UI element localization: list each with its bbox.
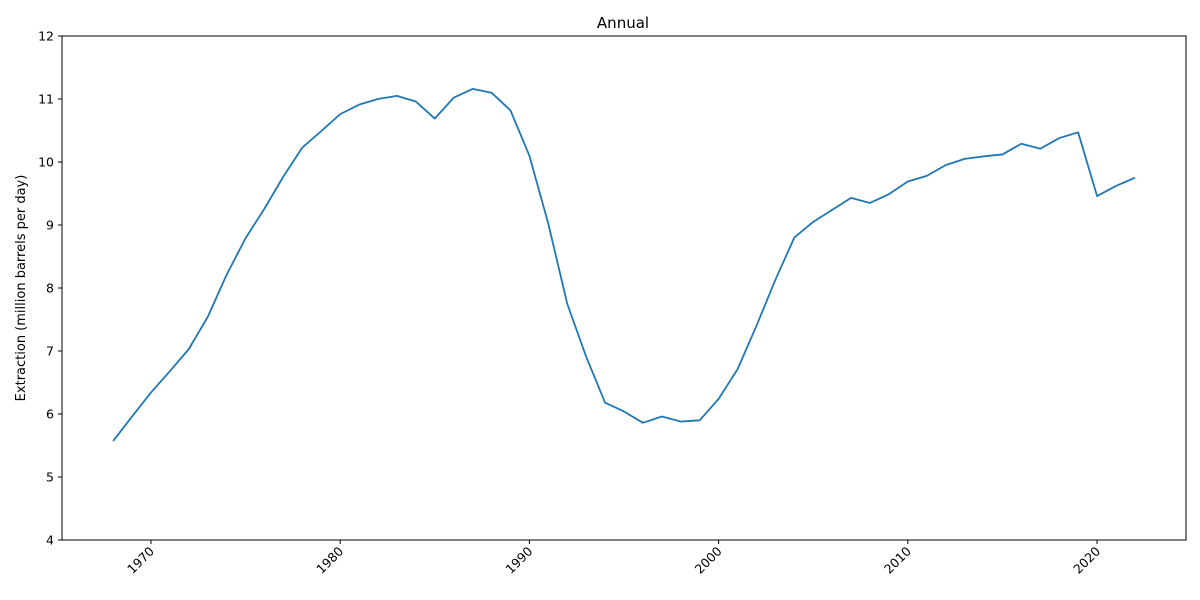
- x-tick-label: 2000: [692, 543, 725, 576]
- x-tick-label: 1980: [313, 543, 346, 576]
- x-axis: 1970 1980 1990 2000 2010 2020: [124, 540, 1103, 577]
- y-tick-label: 6: [46, 407, 54, 422]
- y-axis: 4 5 6 7 8 9 10 11 12: [38, 29, 62, 548]
- series-line: [112, 88, 1136, 442]
- y-tick-label: 5: [46, 470, 54, 485]
- y-tick-label: 10: [38, 155, 54, 170]
- x-tick-label: 2020: [1070, 543, 1103, 576]
- x-tick-label: 1970: [124, 543, 157, 576]
- y-tick-label: 4: [46, 533, 54, 548]
- y-tick-label: 8: [46, 281, 54, 296]
- x-tick-label: 1990: [502, 543, 535, 576]
- y-tick-label: 12: [38, 29, 54, 44]
- y-tick-label: 9: [46, 218, 54, 233]
- y-axis-label: Extraction (million barrels per day): [14, 175, 29, 402]
- chart-title: Annual: [597, 14, 649, 32]
- y-tick-label: 11: [38, 92, 54, 107]
- x-tick-label: 2010: [881, 543, 914, 576]
- y-tick-label: 7: [46, 344, 54, 359]
- plot-frame: [61, 35, 1187, 541]
